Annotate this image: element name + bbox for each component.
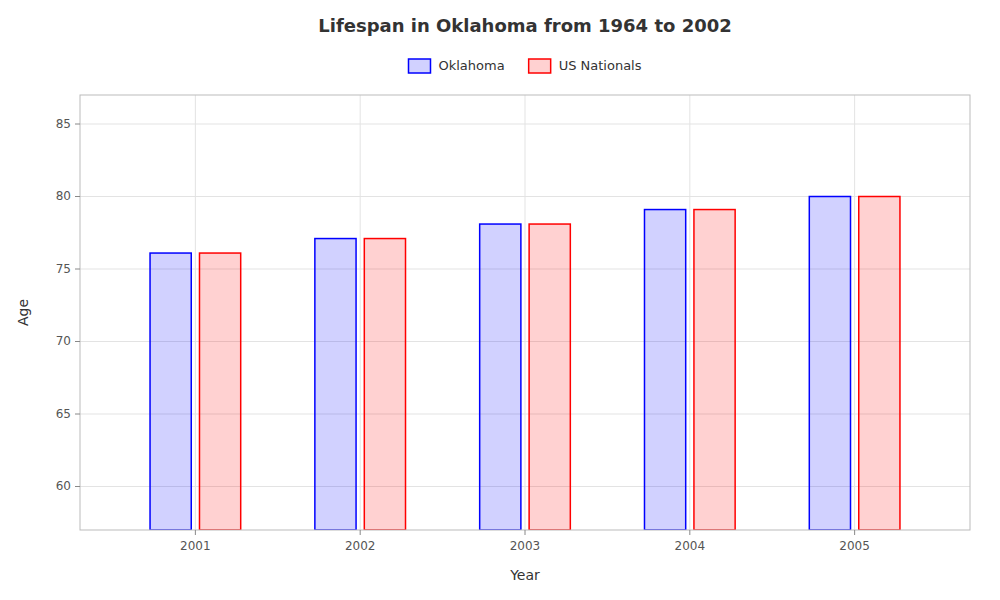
tick	[75, 269, 80, 270]
bar	[315, 239, 356, 530]
tick-label: 60	[56, 479, 71, 493]
tick	[195, 530, 196, 535]
bar	[694, 210, 735, 530]
tick	[75, 414, 80, 415]
grid-line	[360, 95, 361, 530]
tick-label: 2002	[345, 539, 376, 553]
tick	[689, 530, 690, 535]
grid-line	[689, 95, 690, 530]
grid-line	[195, 95, 196, 530]
bar	[199, 253, 240, 530]
title: Lifespan in Oklahoma from 1964 to 2002	[318, 15, 732, 36]
tick-label: 2003	[510, 539, 541, 553]
tick	[75, 124, 80, 125]
legend-swatch	[408, 59, 430, 73]
tick-label: 85	[56, 117, 71, 131]
legend-swatch	[529, 59, 551, 73]
tick	[854, 530, 855, 535]
legend-item: US Nationals	[529, 58, 642, 74]
tick-label: 2004	[675, 539, 706, 553]
y-axis-label: Age	[15, 299, 31, 326]
bar	[364, 239, 405, 530]
grid-line	[525, 95, 526, 530]
y-axis: 60 65 70 75 80 85	[56, 117, 80, 494]
tick-label: 2005	[839, 539, 870, 553]
x-axis-label: Year	[509, 567, 540, 583]
tick-label: 80	[56, 189, 71, 203]
tick-label: 75	[56, 262, 71, 276]
bar	[859, 197, 900, 531]
chart-container: 60 65 70 75 80 85 2001 2002 2003 2004 2005 Year Age L…	[0, 0, 1000, 600]
bar	[150, 253, 191, 530]
tick-label: 2001	[180, 539, 211, 553]
bar	[809, 197, 850, 531]
bar	[529, 224, 570, 530]
tick	[75, 486, 80, 487]
plot-frame	[80, 95, 970, 530]
tick	[360, 530, 361, 535]
tick	[525, 530, 526, 535]
legend-item: Oklahoma	[408, 58, 504, 74]
grid	[80, 95, 970, 530]
tick	[75, 196, 80, 197]
chart: 60 65 70 75 80 85 2001 2002 2003 2004 2005 Year Age L…	[0, 0, 1000, 600]
tick-label: 65	[56, 407, 71, 421]
tick	[75, 341, 80, 342]
bar	[644, 210, 685, 530]
legend-label: US Nationals	[559, 58, 642, 73]
tick-label: 70	[56, 334, 71, 348]
x-axis: 2001 2002 2003 2004 2005	[180, 530, 870, 553]
legend-label: Oklahoma	[438, 58, 504, 73]
legend: Oklahoma US Nationals	[408, 58, 641, 74]
bars	[150, 197, 900, 531]
bar	[480, 224, 521, 530]
grid-line	[854, 95, 855, 530]
